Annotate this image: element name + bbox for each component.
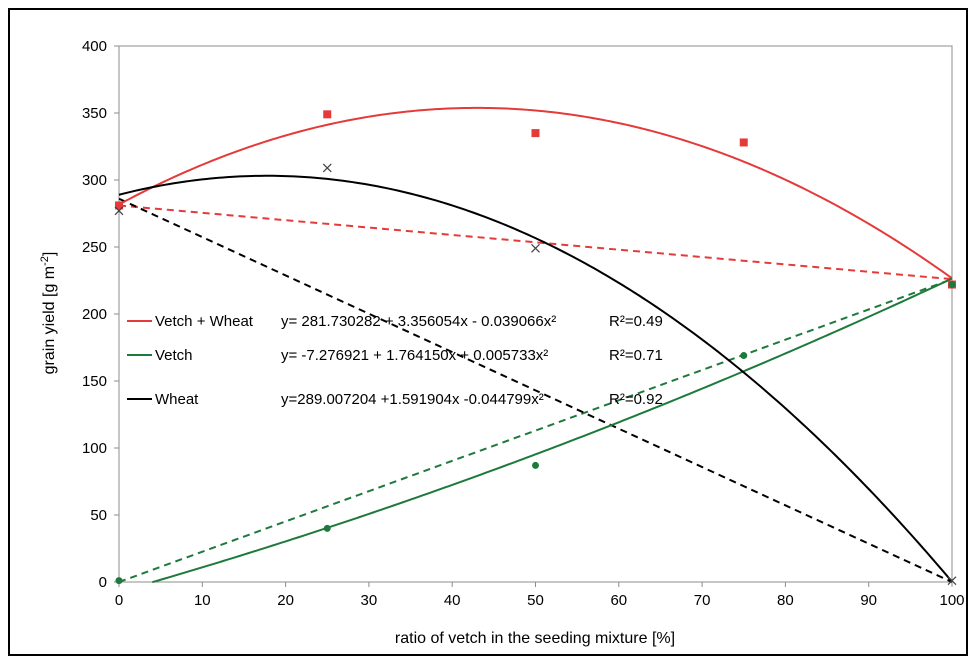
- legend-label-vetch: Vetch: [155, 347, 193, 364]
- legend-equation-vetch-wheat: y= 281.730282 + 3.356054x - 0.039066x²: [281, 313, 556, 330]
- legend-r2-vetch-wheat: R²=0.49: [609, 313, 663, 330]
- data-point-vetch-wheat: [531, 129, 540, 138]
- data-point-vetch: [948, 281, 956, 289]
- y-tick-label: 400: [82, 38, 107, 55]
- x-marker-stroke: [114, 206, 124, 216]
- data-point-wheat: [947, 576, 957, 586]
- x-axis-title: ratio of vetch in the seeding mixture [%…: [395, 630, 675, 647]
- x-tick-label: 80: [777, 592, 794, 609]
- x-tick-label: 30: [361, 592, 378, 609]
- x-tick-label: 40: [444, 592, 461, 609]
- legend-equation-vetch: y= -7.276921 + 1.764150x + 0.005733x²: [281, 347, 548, 364]
- x-marker-stroke: [531, 243, 540, 253]
- data-point-vetch-wheat: [115, 201, 123, 210]
- y-tick-label: 0: [99, 574, 107, 591]
- reference-line-vetch: [118, 278, 953, 583]
- reference-line-wheat: [118, 197, 953, 583]
- x-tick-label: 60: [610, 592, 627, 609]
- data-point-wheat: [114, 206, 124, 216]
- x-tick-label: 50: [527, 592, 544, 609]
- x-marker-stroke: [322, 163, 332, 173]
- legend-label-wheat: Wheat: [155, 391, 199, 408]
- legend-label-vetch-wheat: Vetch + Wheat: [155, 313, 254, 330]
- legend-r2-vetch: R²=0.71: [609, 347, 663, 364]
- data-point-vetch-wheat: [323, 110, 332, 119]
- y-tick-label: 200: [82, 306, 107, 323]
- y-tick-label: 250: [82, 239, 107, 256]
- y-tick-label: 50: [90, 507, 107, 524]
- data-point-vetch: [323, 524, 331, 532]
- fit-curves: [118, 106, 953, 584]
- x-tick-label: 90: [860, 592, 877, 609]
- reference-lines: [118, 197, 953, 583]
- data-point-vetch: [740, 352, 748, 360]
- fit-curve-wheat: [118, 174, 953, 583]
- x-tick-label: 100: [939, 592, 964, 609]
- fit-curve-vetch: [152, 277, 953, 584]
- fit-curve-vetch-wheat: [118, 106, 953, 280]
- x-tick-label: 20: [277, 592, 294, 609]
- data-point-vetch: [532, 461, 539, 469]
- reference-line-vetch-wheat: [118, 204, 953, 281]
- y-tick-label: 100: [82, 440, 107, 457]
- x-tick-label: 10: [194, 592, 211, 609]
- axes: 0 10 20 30 40 50 60 70 80 90 100 0 50 100 150 200 250 300…: [82, 38, 965, 609]
- legend-r2-wheat: R²=0.92: [609, 391, 663, 408]
- legend-equation-wheat: y=289.007204 +1.591904x -0.044799x²: [281, 391, 544, 408]
- x-tick-label: 0: [115, 592, 123, 609]
- x-tick-label: 70: [694, 592, 711, 609]
- data-point-vetch: [115, 577, 123, 585]
- data-point-wheat: [322, 163, 332, 173]
- y-tick-label: 350: [82, 105, 107, 122]
- y-axis-title: grain yield [g m-2]: [39, 252, 58, 375]
- data-point-wheat: [531, 243, 540, 253]
- x-marker-stroke: [947, 576, 957, 586]
- y-tick-label: 300: [82, 172, 107, 189]
- y-tick-label: 150: [82, 373, 107, 390]
- legend: Vetch + Wheat y= 281.730282 + 3.356054x -…: [127, 313, 663, 408]
- data-markers: [114, 110, 957, 586]
- data-point-vetch-wheat: [739, 138, 748, 147]
